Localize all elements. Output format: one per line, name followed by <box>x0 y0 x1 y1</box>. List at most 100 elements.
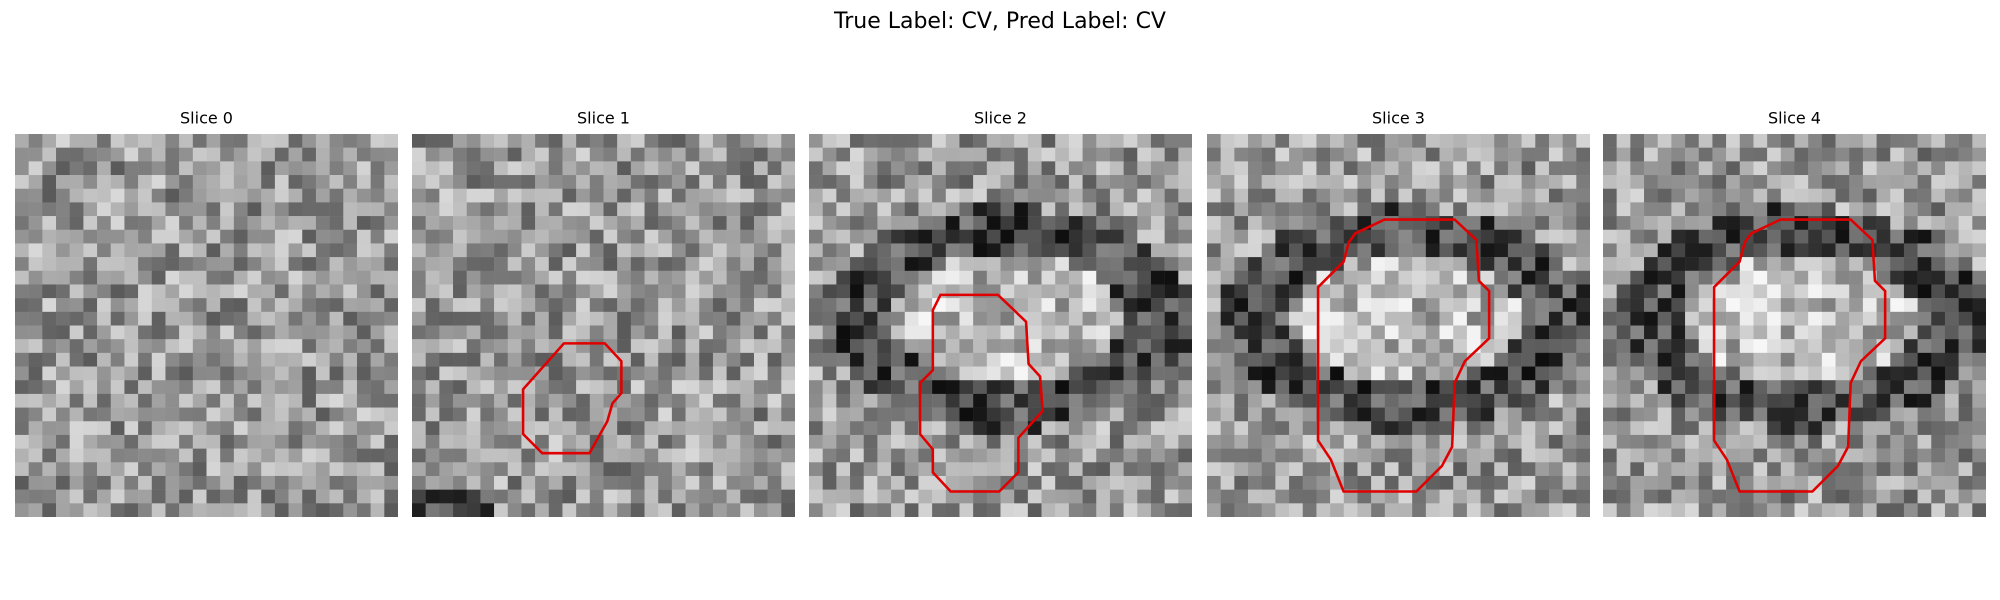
pixel <box>480 339 495 354</box>
pixel <box>151 325 166 340</box>
pixel <box>1521 284 1536 299</box>
pixel <box>1109 462 1124 477</box>
pixel <box>412 325 426 340</box>
pixel <box>439 270 454 285</box>
pixel <box>945 489 960 504</box>
pixel <box>356 175 371 189</box>
pixel <box>370 448 385 463</box>
pixel <box>932 311 947 326</box>
pixel <box>494 393 509 408</box>
pixel <box>863 393 878 408</box>
pixel <box>1137 462 1152 477</box>
pixel <box>1082 352 1097 367</box>
pixel <box>1234 175 1249 189</box>
pixel <box>83 489 98 504</box>
pixel <box>699 448 714 463</box>
pixel <box>425 380 440 395</box>
pixel <box>712 284 727 299</box>
pixel <box>781 243 795 258</box>
pixel <box>1041 229 1056 244</box>
pixel <box>1027 243 1042 258</box>
pixel <box>1316 229 1331 244</box>
pixel <box>1712 475 1727 490</box>
pixel <box>1494 175 1509 189</box>
pixel <box>1302 216 1317 231</box>
pixel <box>767 147 782 162</box>
pixel <box>69 448 84 463</box>
pixel <box>1398 325 1413 340</box>
pixel <box>97 503 112 517</box>
pixel <box>1316 175 1331 189</box>
pixel <box>507 243 522 258</box>
pixel <box>644 257 659 272</box>
pixel <box>1164 421 1179 436</box>
pixel <box>56 161 70 176</box>
pixel <box>1849 448 1864 463</box>
pixel <box>1494 462 1509 477</box>
pixel <box>1616 257 1631 272</box>
pixel <box>1466 298 1481 313</box>
pixel <box>822 298 837 313</box>
pixel <box>83 134 98 148</box>
pixel <box>1685 352 1700 367</box>
pixel <box>1821 434 1836 449</box>
pixel <box>1698 434 1713 449</box>
pixel <box>1123 462 1138 477</box>
pixel <box>1849 298 1864 313</box>
slice-image <box>1207 134 1590 517</box>
pixel <box>1958 257 1973 272</box>
pixel <box>822 216 837 231</box>
pixel <box>1630 352 1645 367</box>
pixel <box>97 257 112 272</box>
pixel <box>206 243 221 258</box>
pixel <box>1164 311 1179 326</box>
pixel <box>809 380 823 395</box>
pixel <box>1096 229 1111 244</box>
pixel <box>1178 134 1192 148</box>
pixel <box>124 489 139 504</box>
pixel <box>15 421 29 436</box>
pixel <box>412 475 426 490</box>
pixel <box>1917 366 1932 381</box>
pixel <box>1657 311 1672 326</box>
pixel <box>1521 202 1536 217</box>
pixel <box>1753 284 1768 299</box>
pixel <box>1330 352 1345 367</box>
pixel <box>1275 257 1290 272</box>
pixel <box>1521 407 1536 422</box>
pixel <box>425 175 440 189</box>
pixel <box>1041 421 1056 436</box>
pixel <box>83 311 98 326</box>
pixel <box>1220 202 1235 217</box>
pixel <box>1972 325 1986 340</box>
pixel <box>494 257 509 272</box>
pixel <box>562 161 577 176</box>
pixel <box>1794 270 1809 285</box>
pixel <box>740 202 755 217</box>
pixel <box>1220 311 1235 326</box>
pixel <box>165 270 180 285</box>
pixel <box>1357 366 1372 381</box>
pixel <box>1521 147 1536 162</box>
pixel <box>370 503 385 517</box>
pixel <box>1248 243 1262 258</box>
pixel <box>1412 202 1427 217</box>
pixel <box>28 188 43 203</box>
pixel <box>1780 462 1795 477</box>
pixel <box>1535 325 1550 340</box>
pixel <box>1357 202 1372 217</box>
pixel <box>69 421 84 436</box>
pixel <box>548 380 563 395</box>
pixel <box>165 448 180 463</box>
pixel <box>165 229 180 244</box>
pixel <box>918 380 933 395</box>
pixel <box>781 421 795 436</box>
pixel <box>1726 503 1741 517</box>
pixel <box>1412 134 1427 148</box>
pixel <box>617 147 632 162</box>
pixel <box>891 503 906 517</box>
pixel <box>1630 311 1645 326</box>
pixel <box>384 257 398 272</box>
pixel <box>822 284 837 299</box>
pixel <box>1425 147 1440 162</box>
